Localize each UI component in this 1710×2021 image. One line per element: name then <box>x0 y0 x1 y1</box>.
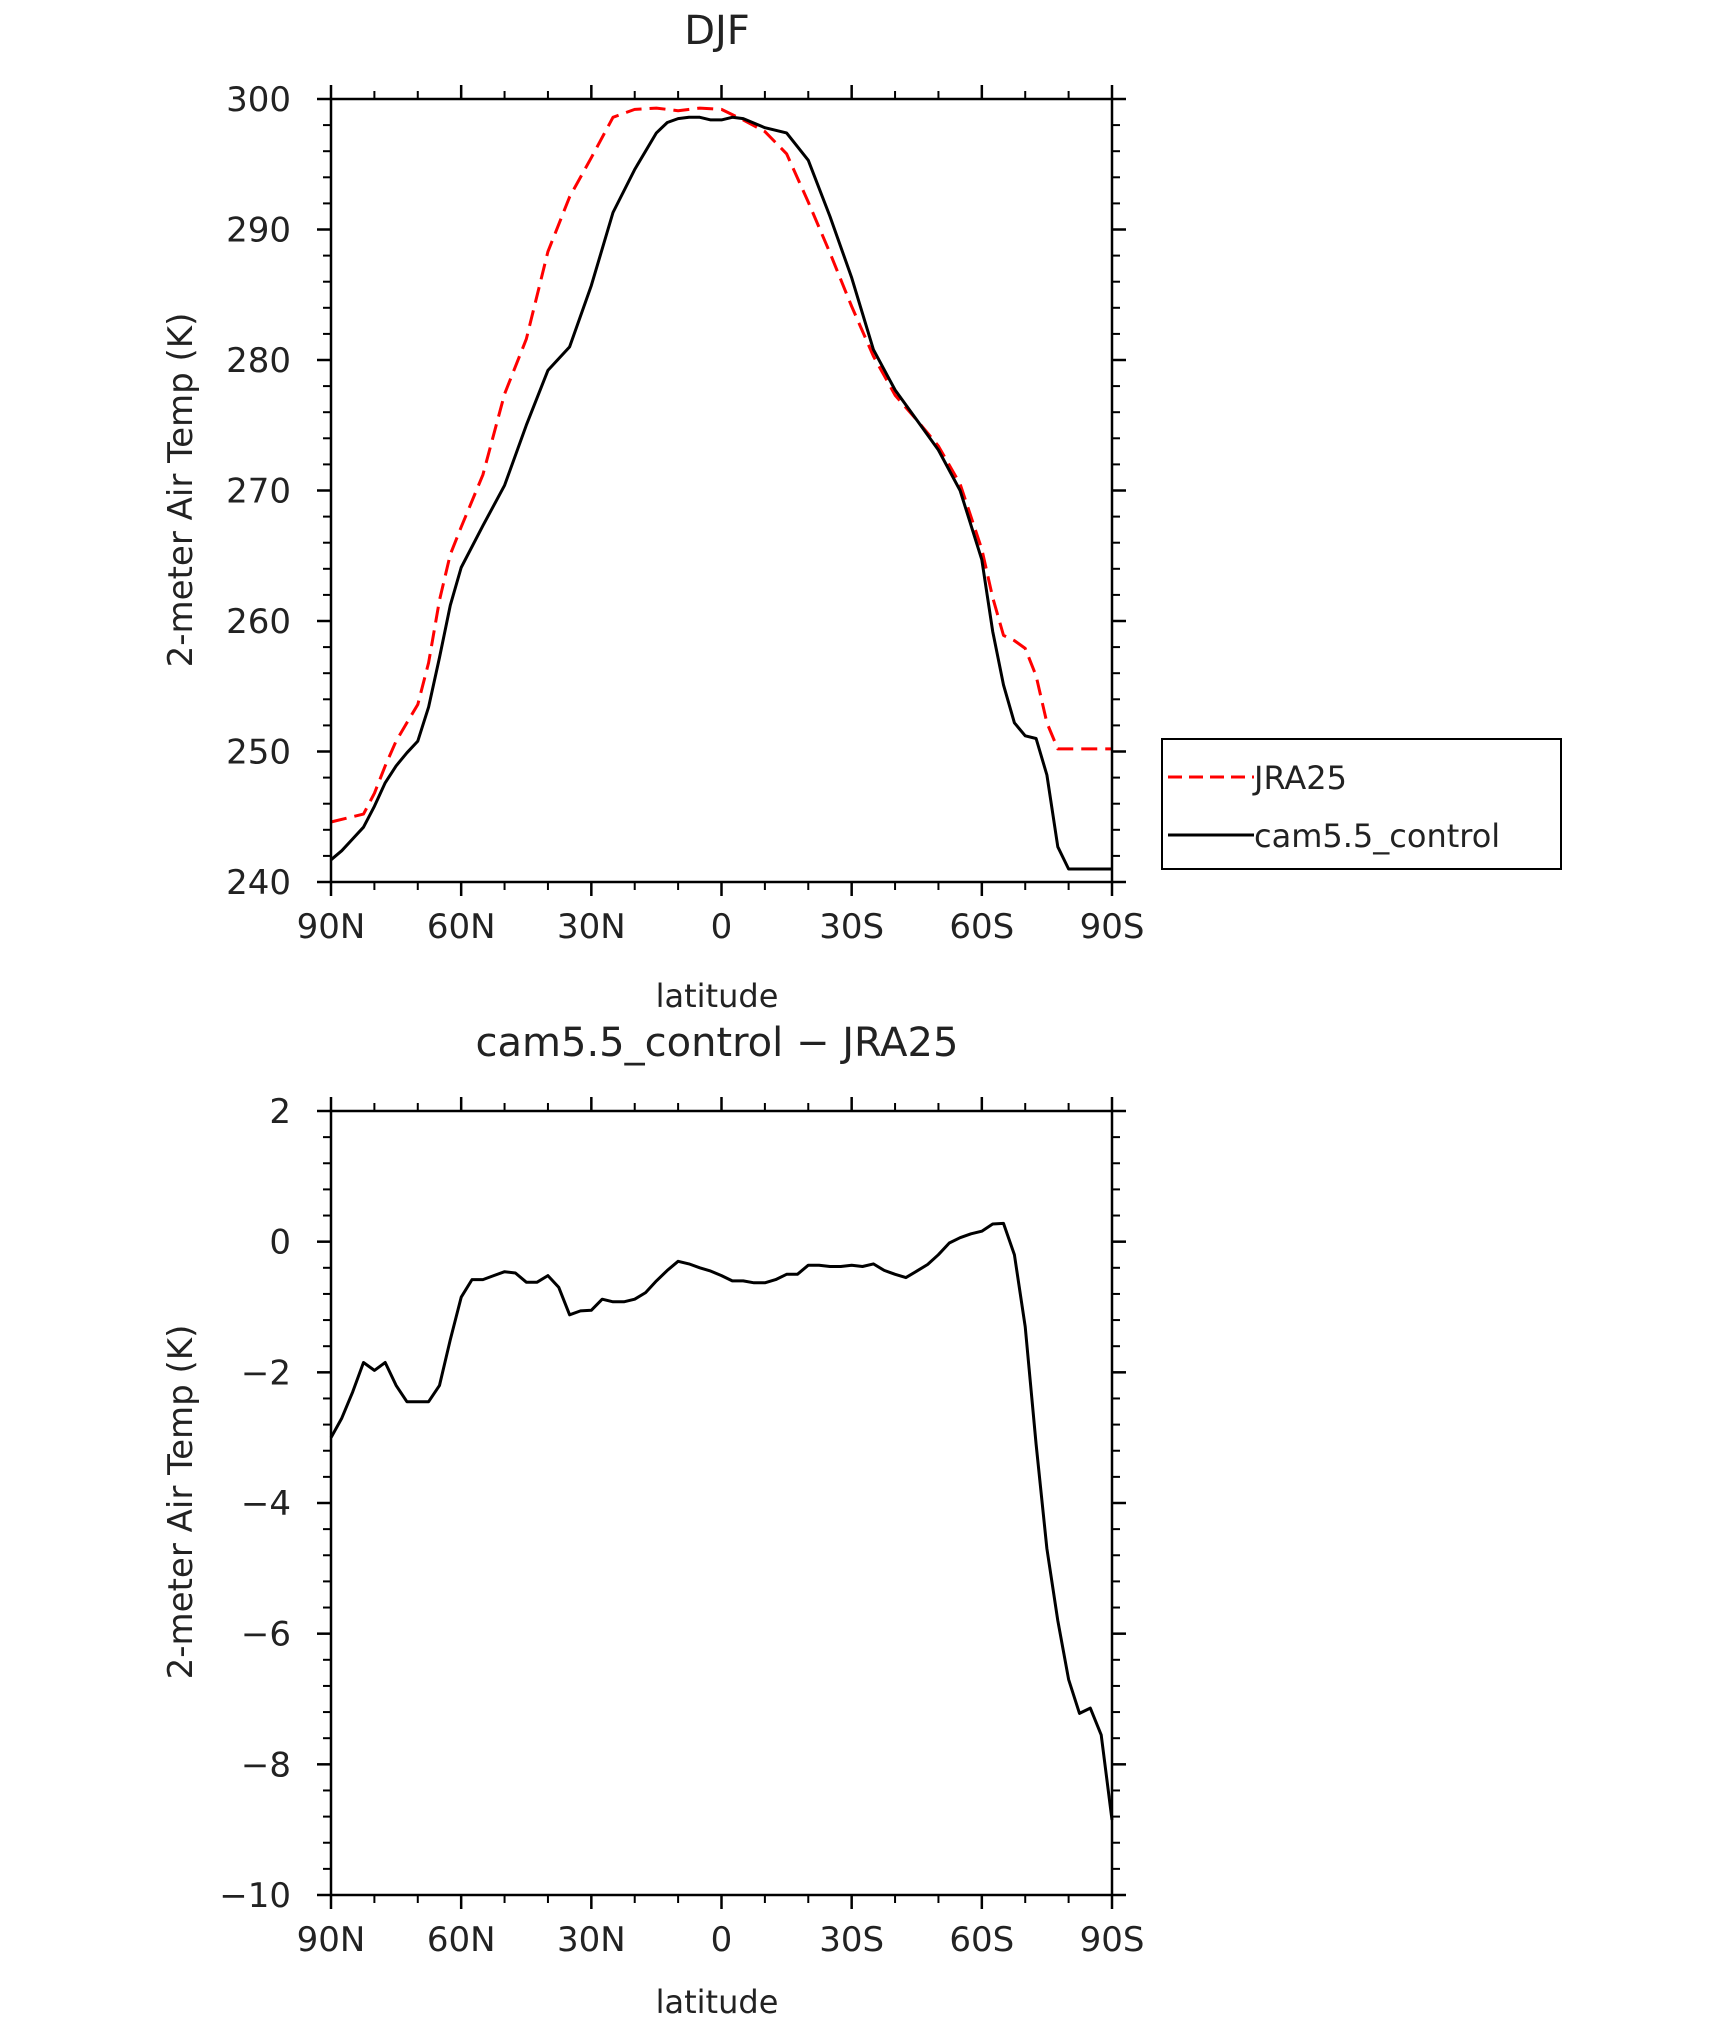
top-tick-marks <box>317 85 1126 896</box>
top-plot-frame <box>329 97 1114 884</box>
difference-series-line <box>329 1221 1114 1821</box>
top-x-tick-label: 60S <box>949 907 1014 947</box>
bottom-y-axis-label: 2-meter Air Temp (K) <box>161 1325 201 1680</box>
bottom-y-tick-label: −8 <box>241 1745 291 1785</box>
legend-jra25-label: JRA25 <box>1252 759 1347 797</box>
top-y-tick-label: 300 <box>226 80 291 120</box>
top-x-tick-label: 60N <box>427 907 496 947</box>
bottom-y-tick-label: 2 <box>269 1092 291 1132</box>
bottom-y-tick-label: −6 <box>241 1615 291 1655</box>
bottom-x-tick-label: 90N <box>297 1920 366 1960</box>
bottom-x-tick-label: 0 <box>711 1920 733 1960</box>
bottom-y-tick-labels: 2 0 −2 −4 −6 −8 −10 <box>219 1092 291 1916</box>
bottom-x-tick-label: 30N <box>557 1920 626 1960</box>
jra25-series-line <box>330 106 1112 824</box>
top-y-tick-label: 270 <box>226 472 291 512</box>
bottom-x-tick-labels: 90N 60N 30N 0 30S 60S 90S <box>297 1920 1145 1960</box>
legend-box <box>1161 738 1562 870</box>
legend-cam-label: cam5.5_control <box>1254 817 1500 855</box>
top-panel: DJF latitude 2-meter Air Temp (K) 90N 60N… <box>161 8 1562 1015</box>
legend: JRA25 cam5.5_control <box>1161 738 1562 870</box>
bottom-chart-title: cam5.5_control − JRA25 <box>476 1020 959 1066</box>
bottom-tick-marks <box>317 1097 1126 1909</box>
bottom-x-tick-label: 30S <box>819 1920 884 1960</box>
top-y-tick-label: 250 <box>226 733 291 773</box>
top-y-tick-labels: 240 250 260 270 280 290 300 <box>226 80 291 903</box>
top-y-tick-label: 260 <box>226 602 291 642</box>
bottom-y-tick-label: −10 <box>219 1876 291 1916</box>
bottom-x-tick-label: 90S <box>1080 1920 1145 1960</box>
top-x-tick-label: 90N <box>297 907 366 947</box>
bottom-plot-frame <box>329 1109 1114 1897</box>
top-chart-title: DJF <box>684 8 750 54</box>
top-x-tick-label: 0 <box>711 907 733 947</box>
bottom-y-tick-label: −4 <box>241 1484 291 1524</box>
bottom-x-axis-label: latitude <box>656 1983 779 2021</box>
cam-series-line <box>330 115 1112 871</box>
bottom-y-tick-label: 0 <box>269 1223 291 1263</box>
bottom-series-lines <box>329 1221 1114 1821</box>
bottom-panel: cam5.5_control − JRA25 latitude 2-meter … <box>161 1020 1144 2021</box>
top-x-axis-label: latitude <box>656 977 779 1015</box>
top-x-tick-labels: 90N 60N 30N 0 30S 60S 90S <box>297 907 1145 947</box>
top-y-tick-label: 290 <box>226 211 291 251</box>
top-series-lines <box>330 106 1112 871</box>
top-x-tick-label: 30S <box>819 907 884 947</box>
bottom-y-tick-label: −2 <box>241 1353 291 1393</box>
top-x-tick-label: 30N <box>557 907 626 947</box>
bottom-x-tick-label: 60N <box>427 1920 496 1960</box>
bottom-x-tick-label: 60S <box>949 1920 1014 1960</box>
top-y-axis-label: 2-meter Air Temp (K) <box>161 313 201 668</box>
top-y-tick-label: 240 <box>226 863 291 903</box>
top-y-tick-label: 280 <box>226 341 291 381</box>
top-x-tick-label: 90S <box>1080 907 1145 947</box>
